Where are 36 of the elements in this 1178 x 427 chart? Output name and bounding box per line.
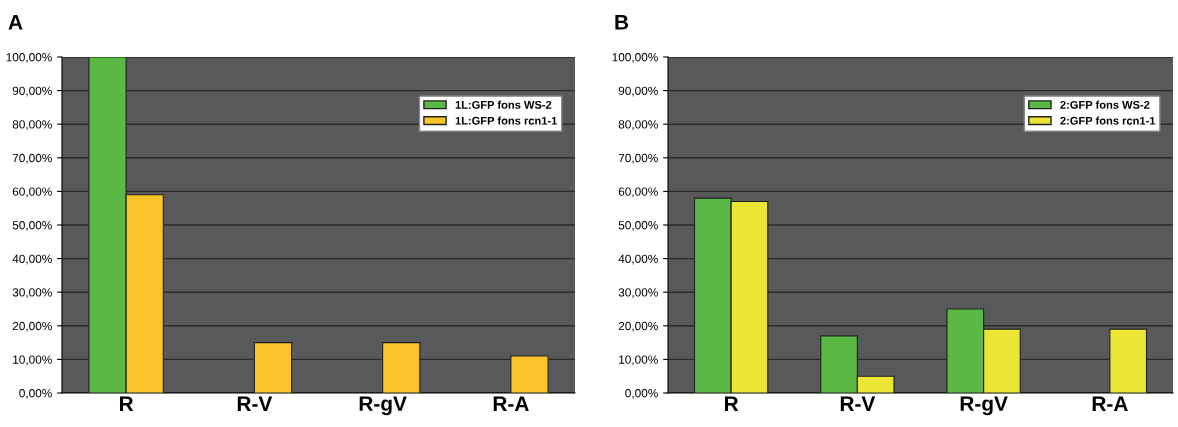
legend-label: 1L:GFP fons WS-2 (455, 100, 552, 109)
x-tick-label: R-V (237, 396, 273, 411)
y-tick-label: 90,00% (618, 86, 658, 97)
y-tick-label: 50,00% (12, 221, 52, 231)
y-tick-label: 100,00% (612, 53, 658, 63)
y-tick-label: 70,00% (12, 153, 52, 164)
y-tick-label: 0,00% (19, 389, 52, 399)
y-tick-label: 20,00% (12, 321, 52, 332)
x-tick-label: R (725, 396, 739, 411)
x-tick-label: R-V (840, 396, 876, 411)
y-tick-label: 60,00% (12, 187, 52, 198)
y-tick-label: 40,00% (12, 254, 52, 265)
y-tick-label: 0,00% (625, 389, 658, 399)
chart-title: A (8, 15, 23, 30)
y-tick-label: 90,00% (12, 86, 52, 97)
y-tick-label: 70,00% (618, 153, 658, 164)
y-tick-label: 10,00% (619, 355, 658, 366)
x-tick-label: R-A (493, 396, 529, 411)
y-tick-label: 100,00% (6, 53, 52, 63)
x-tick-label: R-A (1092, 396, 1128, 411)
y-tick-label: 60,00% (618, 187, 658, 198)
y-tick-label: 50,00% (618, 221, 658, 231)
y-tick-label: 20,00% (618, 321, 658, 332)
legend-label: 2:GFP fons WS-2 (1060, 100, 1150, 109)
x-tick-label: R-gV (359, 396, 407, 416)
legend-label: 1L:GFP fons rcn1-1 (455, 116, 557, 125)
chart-title: B (615, 15, 629, 30)
y-tick-label: 30,00% (12, 288, 52, 298)
y-tick-label: 40,00% (618, 254, 658, 265)
x-tick-label: R (120, 396, 134, 411)
y-tick-label: 10,00% (13, 355, 52, 366)
y-tick-label: 30,00% (618, 288, 658, 298)
y-tick-label: 80,00% (12, 120, 52, 130)
legend-label: 2:GFP fons rcn1-1 (1060, 116, 1156, 125)
y-tick-label: 80,00% (618, 120, 658, 130)
x-tick-label: R-gV (960, 396, 1008, 416)
